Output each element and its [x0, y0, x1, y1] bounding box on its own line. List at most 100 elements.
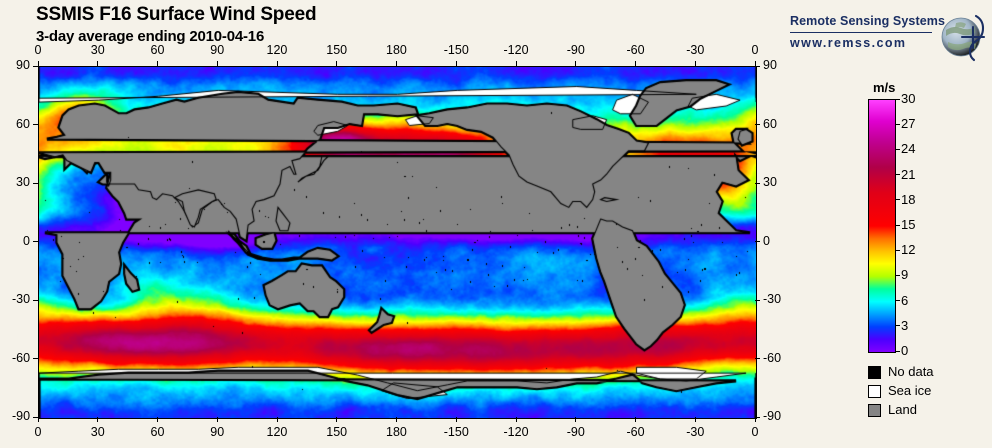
lon-tick-label: 120 — [266, 43, 288, 57]
lon-tick — [754, 417, 756, 422]
legend-swatch-sea-ice — [868, 385, 881, 398]
lon-tick-label: 30 — [90, 425, 105, 439]
lon-tick-label: 0 — [34, 425, 42, 439]
colorbar-tick-label: 24 — [901, 141, 916, 157]
lat-tick-label: -30 — [12, 292, 31, 306]
lon-tick — [216, 61, 218, 66]
lon-tick — [336, 417, 338, 422]
lon-tick-label: 90 — [210, 425, 225, 439]
legend-label-land: Land — [888, 402, 917, 417]
lat-tick-label: 90 — [16, 58, 30, 72]
lon-tick — [37, 417, 39, 422]
brand-logo: Remote Sensing Systems www.remss.com — [790, 12, 990, 64]
lat-tick — [33, 416, 38, 418]
page-title: SSMIS F16 Surface Wind Speed — [36, 4, 317, 25]
globe-icon — [941, 14, 986, 62]
lon-tick-label: 60 — [150, 43, 165, 57]
colorbar — [868, 99, 896, 353]
legend-swatch-no-data — [868, 366, 881, 379]
colorbar-tick-label: 0 — [901, 343, 909, 358]
colorbar-tick — [895, 325, 900, 327]
lon-tick — [396, 417, 397, 422]
colorbar-tick — [895, 174, 900, 176]
lon-tick — [635, 61, 636, 66]
colorbar-tick — [895, 249, 900, 251]
lon-tick — [515, 417, 517, 422]
lon-tick — [694, 61, 696, 66]
lat-tick-label: 90 — [763, 58, 777, 72]
lon-tick — [276, 417, 278, 422]
lon-tick — [37, 61, 39, 66]
colorbar-tick — [895, 148, 900, 150]
colorbar-tick-label: 6 — [901, 292, 909, 308]
colorbar-unit-label: m/s — [873, 80, 896, 95]
lat-tick — [755, 358, 760, 359]
lon-tick-label: -60 — [626, 43, 645, 57]
lon-tick — [97, 61, 99, 66]
colorbar-tick-label: 3 — [901, 317, 909, 333]
lat-tick-label: -60 — [763, 350, 782, 365]
lon-tick-label: 90 — [210, 43, 225, 57]
lon-tick-label: -120 — [503, 43, 529, 57]
colorbar-tick — [895, 274, 900, 276]
lon-tick-label: 150 — [326, 43, 348, 57]
lon-tick — [455, 417, 457, 422]
lat-tick — [33, 182, 38, 184]
lat-tick-label: 0 — [763, 233, 770, 248]
lon-tick-label: -30 — [686, 43, 705, 57]
wind-speed-raster — [39, 67, 756, 418]
lat-tick — [755, 241, 760, 242]
colorbar-tick-label: 18 — [901, 191, 916, 207]
lon-tick-label: 120 — [266, 425, 288, 439]
lon-tick-label: -90 — [566, 43, 585, 57]
lon-tick — [157, 417, 158, 422]
lat-tick-label: -90 — [12, 409, 31, 423]
lat-tick — [755, 65, 760, 67]
lon-tick-label: -150 — [443, 43, 469, 57]
brand-url: www.remss.com — [790, 36, 907, 50]
brand-divider — [790, 32, 932, 33]
lat-tick-label: -60 — [12, 350, 31, 365]
lon-tick-label: 0 — [751, 425, 759, 439]
lon-tick-label: -90 — [566, 425, 585, 439]
colorbar-tick — [895, 199, 900, 201]
colorbar-tick-label: 12 — [901, 242, 916, 258]
lon-tick — [455, 61, 457, 66]
legend-swatch-land — [868, 404, 881, 417]
lon-tick-label: 180 — [386, 43, 407, 57]
lon-tick — [694, 417, 696, 422]
colorbar-tick-label: 9 — [901, 267, 909, 283]
lon-tick — [635, 417, 636, 422]
colorbar-tick — [895, 224, 900, 226]
lon-tick-label: 150 — [326, 425, 348, 439]
lon-tick — [515, 61, 517, 66]
lon-tick-label: -150 — [443, 425, 469, 439]
lon-tick — [575, 61, 577, 66]
lon-tick-label: 180 — [386, 425, 407, 439]
lon-tick-label: -60 — [626, 425, 645, 439]
lon-tick — [754, 61, 756, 66]
colorbar-tick — [895, 350, 900, 352]
lon-tick — [336, 61, 338, 66]
lat-tick-label: -30 — [763, 292, 782, 306]
colorbar-tick-label: 30 — [901, 91, 916, 106]
legend-label-sea-ice: Sea ice — [888, 383, 932, 398]
lon-tick-label: -30 — [686, 425, 705, 439]
lat-tick-label: 0 — [23, 233, 30, 248]
lon-tick — [396, 61, 397, 66]
wind-speed-map[interactable] — [38, 66, 757, 419]
lon-tick-label: 30 — [90, 43, 105, 57]
lon-tick-label: 0 — [751, 43, 759, 57]
lon-tick-label: 0 — [34, 43, 42, 57]
lat-tick-label: 60 — [763, 116, 777, 131]
lat-tick-label: 30 — [763, 175, 777, 189]
lat-tick — [755, 124, 760, 125]
lat-tick — [33, 65, 38, 67]
colorbar-tick-label: 21 — [901, 166, 916, 182]
lon-tick — [276, 61, 278, 66]
lat-tick — [33, 358, 38, 359]
lat-tick — [755, 299, 760, 301]
lat-tick — [755, 182, 760, 184]
lat-tick-label: 60 — [16, 116, 30, 131]
colorbar-tick-label: 15 — [901, 217, 916, 232]
